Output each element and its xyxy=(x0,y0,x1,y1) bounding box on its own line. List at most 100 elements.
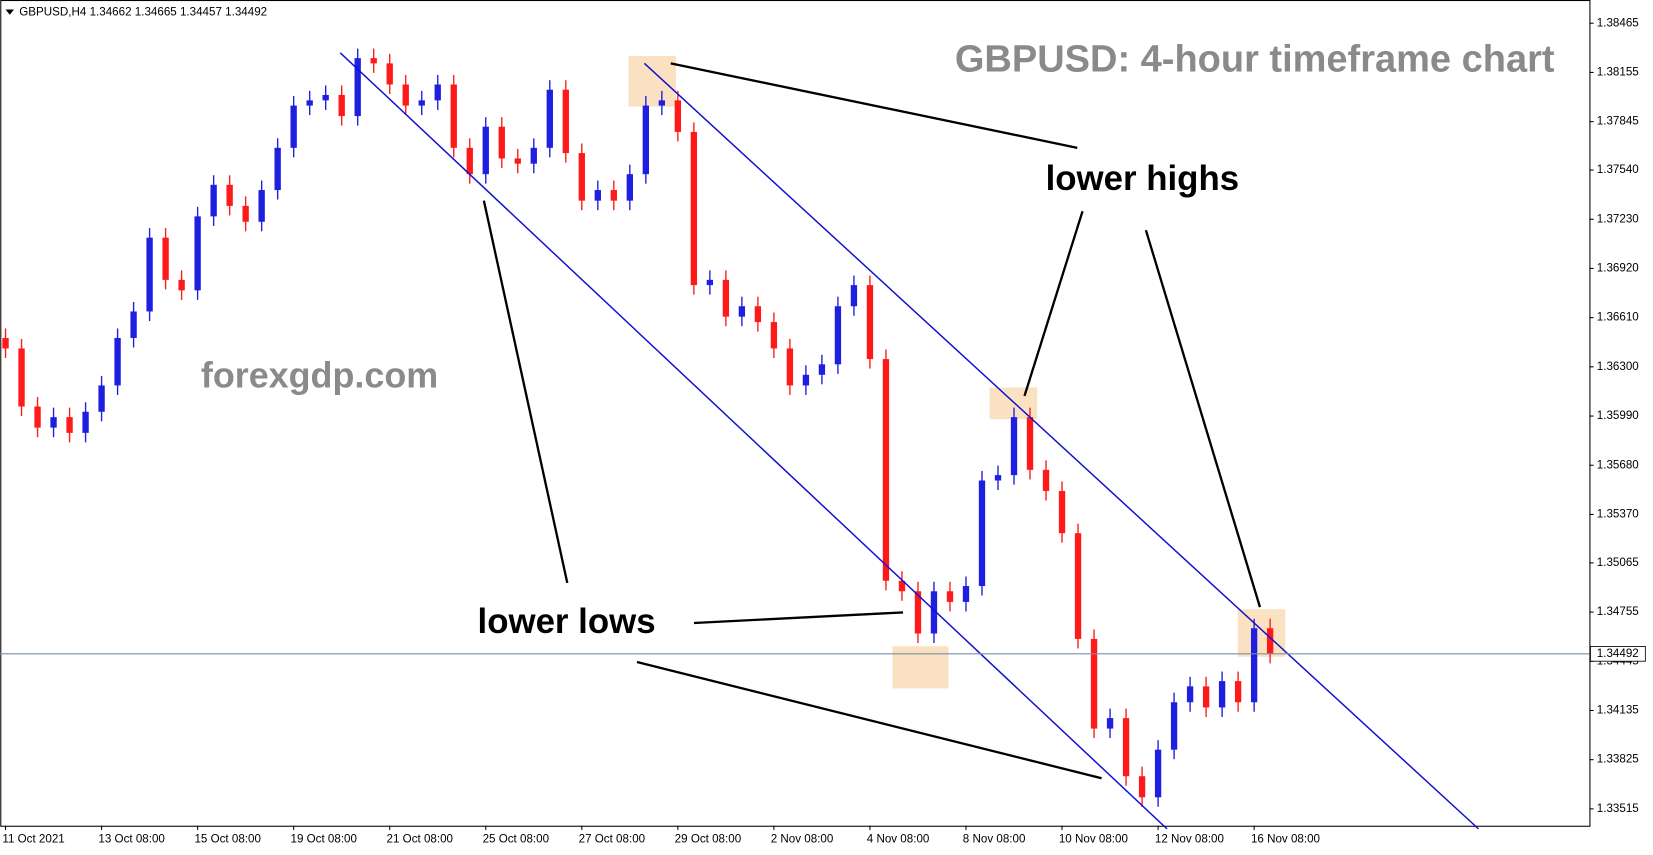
candle-body xyxy=(626,174,633,201)
candle-body xyxy=(866,285,874,360)
annotation: lower lows xyxy=(478,602,656,641)
y-tick-label: 1.33515 xyxy=(1597,802,1639,815)
last-price-label: 1.34492 xyxy=(1597,647,1639,660)
y-tick-label: 1.37845 xyxy=(1597,115,1639,128)
candle-body xyxy=(1202,686,1210,708)
candle-body xyxy=(1122,718,1130,777)
x-tick-label: 16 Nov 08:00 xyxy=(1251,833,1320,846)
candle-body xyxy=(1042,469,1050,491)
candle-body xyxy=(386,63,393,85)
candle-body xyxy=(1234,681,1242,703)
pointer-line xyxy=(482,200,569,584)
candle-body xyxy=(930,591,938,634)
candle-body xyxy=(210,184,217,217)
chart-title: GBPUSD: 4-hour timeframe chart xyxy=(955,38,1555,80)
candle-body xyxy=(370,58,377,64)
candle-body xyxy=(226,184,233,206)
candle-body xyxy=(66,417,73,433)
candle-body xyxy=(322,94,329,101)
y-tick-label: 1.35065 xyxy=(1597,556,1639,569)
candle-body xyxy=(1090,638,1098,729)
x-tick-label: 12 Nov 08:00 xyxy=(1155,833,1224,846)
highlight-box xyxy=(1237,609,1286,657)
candle-body xyxy=(754,306,762,323)
x-tick-label: 19 Oct 08:00 xyxy=(291,833,357,846)
candle-body xyxy=(1074,533,1082,639)
candle-body xyxy=(962,586,970,602)
x-tick-label: 4 Nov 08:00 xyxy=(867,833,930,846)
annotation: lower highs xyxy=(1046,159,1240,198)
candle-body xyxy=(706,279,714,286)
pointer-line xyxy=(693,611,904,625)
x-tick-label: 10 Nov 08:00 xyxy=(1059,833,1128,846)
candle-body xyxy=(338,94,345,117)
candle-body xyxy=(658,100,666,106)
candle-body xyxy=(722,279,730,317)
x-tick-label: 11 Oct 2021 xyxy=(2,833,64,846)
candle-body xyxy=(642,105,650,175)
candle-body xyxy=(1266,628,1274,654)
candle-body xyxy=(770,322,778,349)
candle-body xyxy=(914,591,922,634)
channel-line xyxy=(643,62,1480,830)
candle-body xyxy=(466,147,473,175)
candle-body xyxy=(482,126,489,175)
highlight-box xyxy=(892,646,949,689)
candle-body xyxy=(738,306,746,317)
candle-body xyxy=(1010,417,1018,476)
x-tick-label: 8 Nov 08:00 xyxy=(963,833,1026,846)
candle-body xyxy=(1138,776,1146,798)
candle-body xyxy=(306,100,313,106)
candle-body xyxy=(1250,628,1258,703)
candle-body xyxy=(1218,681,1226,708)
x-tick-label: 13 Oct 08:00 xyxy=(98,833,164,846)
candle-body xyxy=(882,359,890,581)
x-tick-label: 27 Oct 08:00 xyxy=(579,833,645,846)
candle-body xyxy=(18,348,25,407)
candle-body xyxy=(946,591,954,602)
y-tick-label: 1.35990 xyxy=(1597,409,1639,422)
y-tick-label: 1.36920 xyxy=(1597,262,1639,275)
x-tick-label: 2 Nov 08:00 xyxy=(771,833,834,846)
candle-body xyxy=(994,475,1002,481)
candle-body xyxy=(898,580,906,592)
candle-body xyxy=(850,285,858,307)
candle-body xyxy=(610,190,617,201)
candle-body xyxy=(978,480,986,587)
y-tick-label: 1.36300 xyxy=(1597,360,1639,373)
candle-body xyxy=(674,100,682,132)
candle-body xyxy=(98,385,105,412)
candle-body xyxy=(818,364,826,375)
candle-body xyxy=(578,153,585,201)
arrows xyxy=(482,62,1262,780)
y-tick-label: 1.37230 xyxy=(1597,212,1639,225)
candle-body xyxy=(130,311,137,338)
y-tick-label: 1.38465 xyxy=(1597,16,1639,29)
y-tick-label: 1.38155 xyxy=(1597,65,1639,78)
x-tick-label: 29 Oct 08:00 xyxy=(675,833,741,846)
x-tick-label: 21 Oct 08:00 xyxy=(387,833,453,846)
candle-body xyxy=(402,84,409,106)
header: GBPUSD,H4 1.34662 1.34665 1.34457 1.3449… xyxy=(19,6,267,19)
y-tick-label: 1.35370 xyxy=(1597,508,1639,521)
candle-body xyxy=(1058,490,1066,534)
highlight-box xyxy=(628,55,677,107)
candle-body xyxy=(418,100,425,106)
y-tick-label: 1.35680 xyxy=(1597,458,1639,471)
candles xyxy=(2,48,1274,807)
y-tick-label: 1.34755 xyxy=(1597,605,1639,618)
header-icon xyxy=(5,9,14,15)
candle-body xyxy=(434,84,441,101)
candle-body xyxy=(546,89,553,148)
candle-body xyxy=(1106,718,1114,729)
y-tick-label: 1.33825 xyxy=(1597,753,1639,766)
candle-body xyxy=(146,237,153,312)
candle-body xyxy=(82,411,89,433)
candle-body xyxy=(162,237,169,280)
channel xyxy=(339,52,1480,830)
candle-body xyxy=(50,417,57,428)
pointer-line xyxy=(636,660,1102,780)
candle-body xyxy=(594,190,601,201)
candle-body xyxy=(514,158,521,164)
